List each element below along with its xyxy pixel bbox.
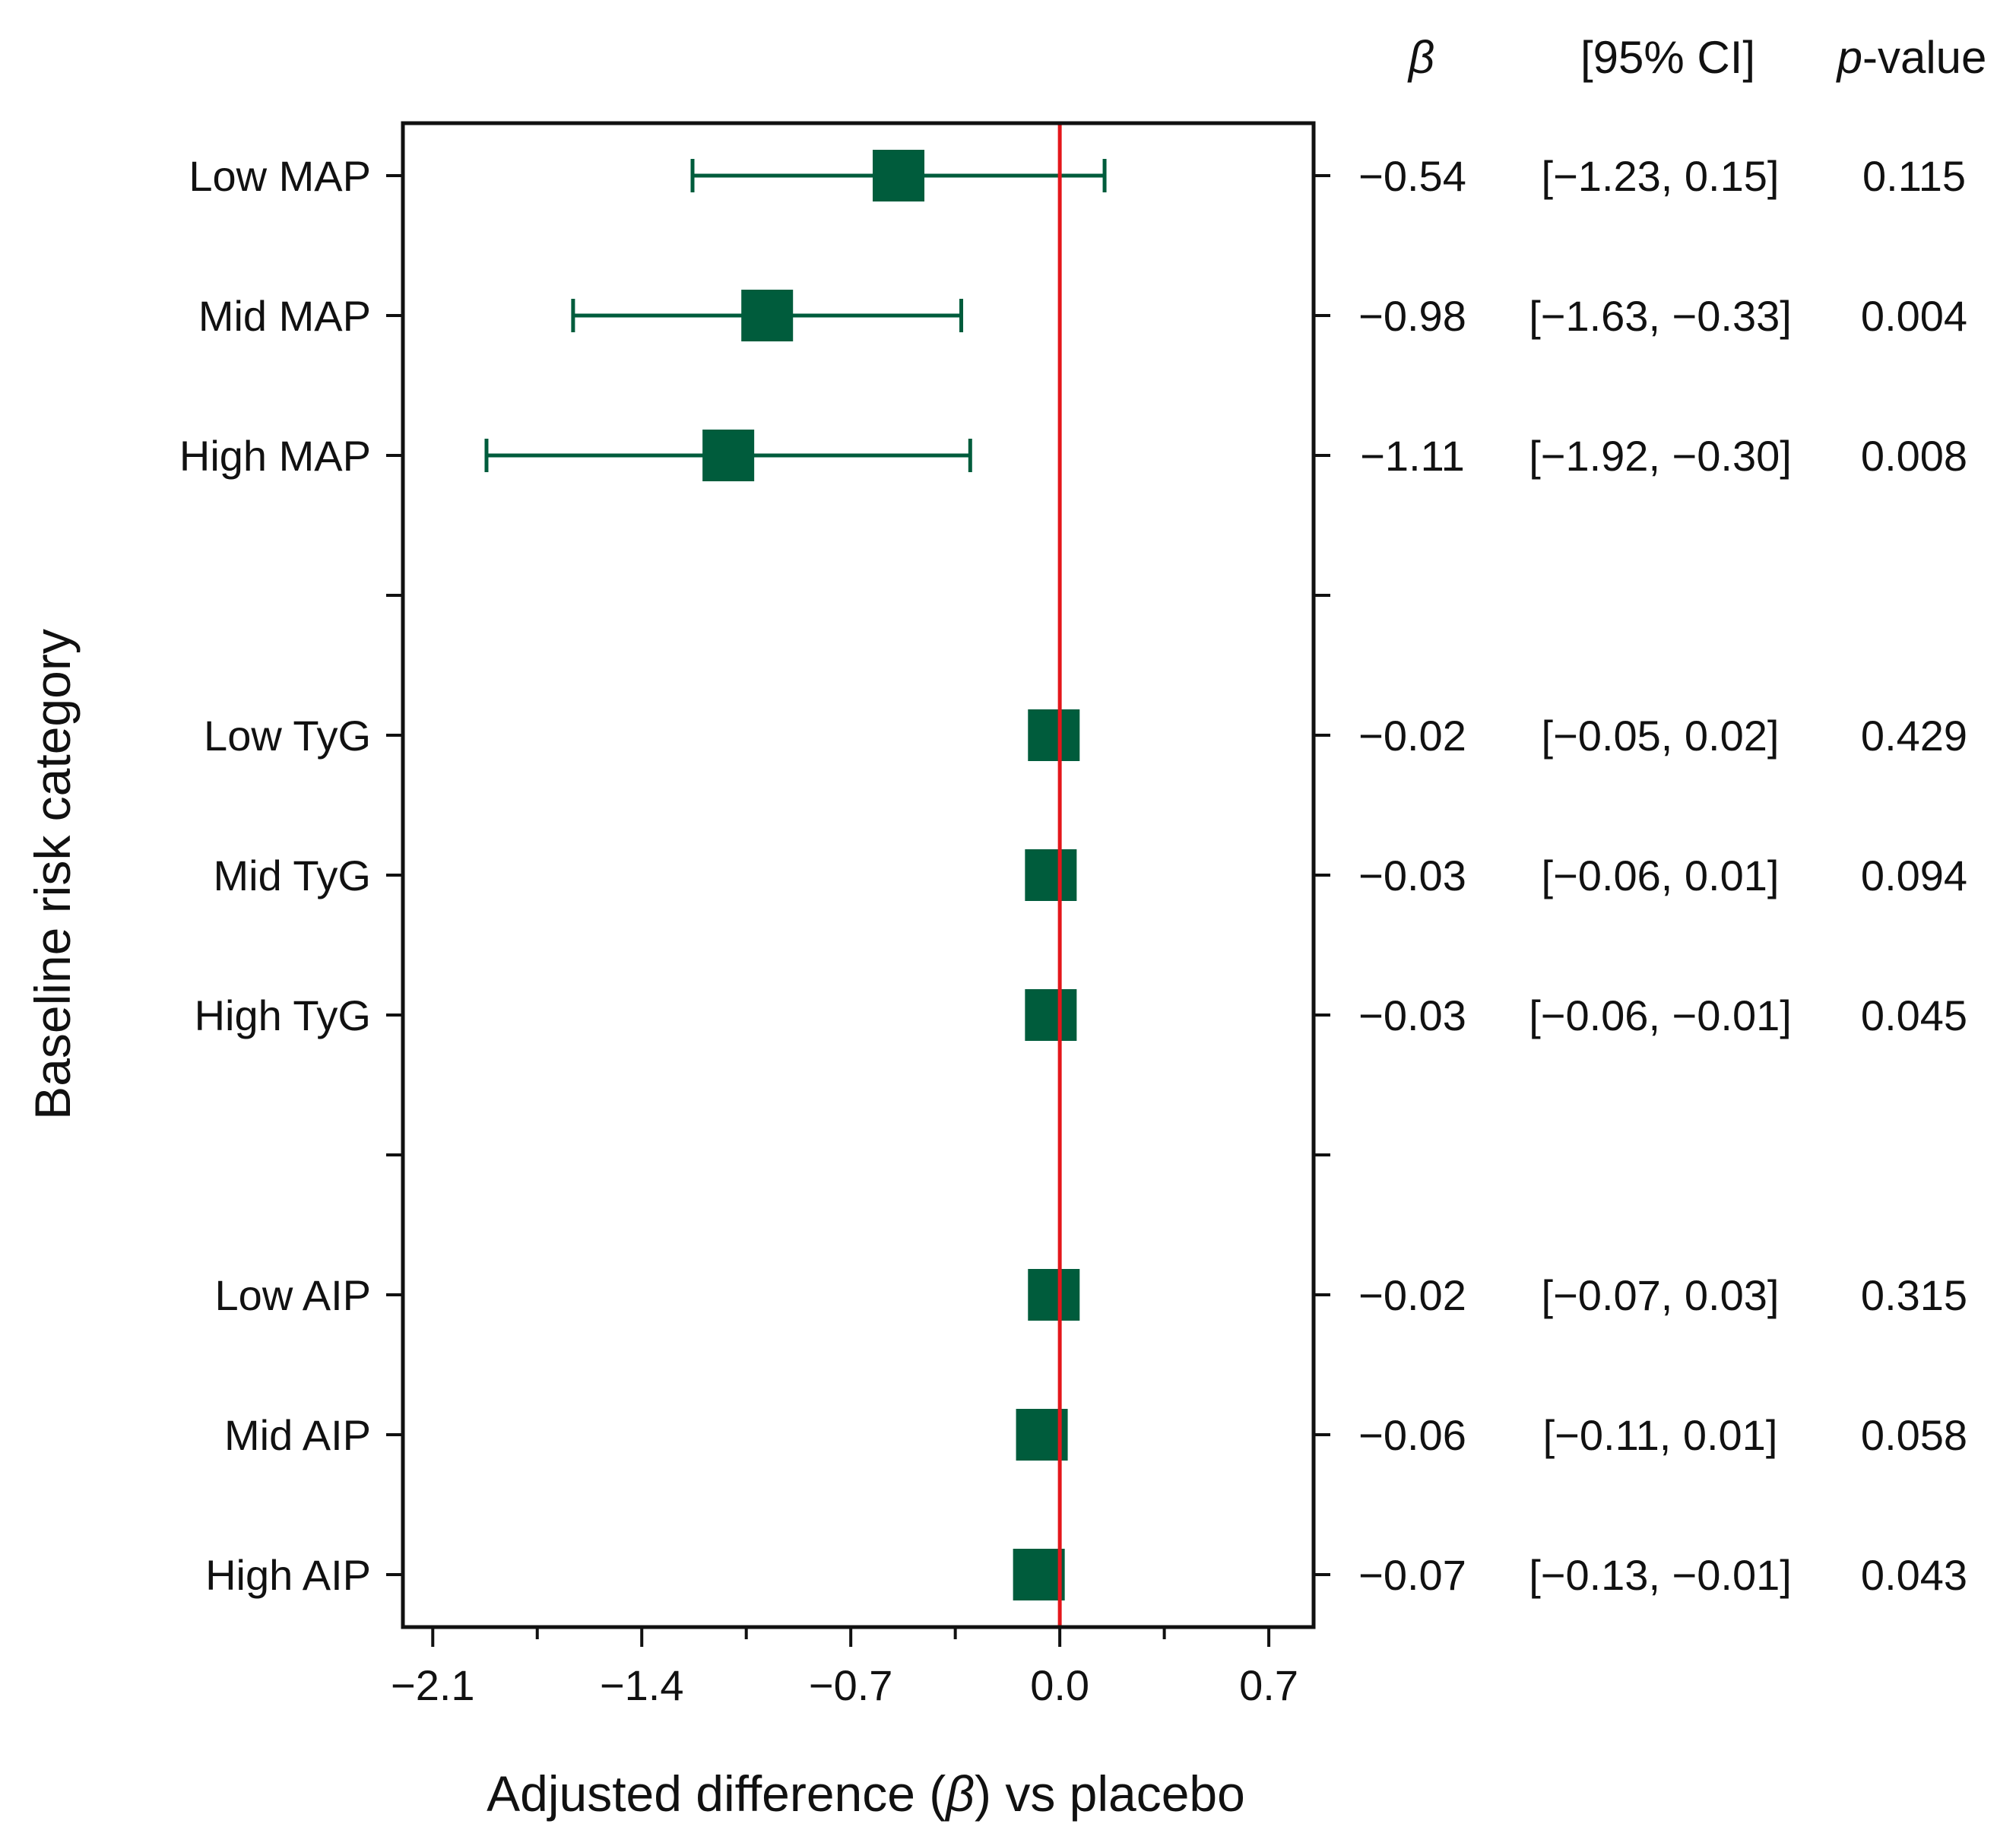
beta-value: −0.03 xyxy=(1358,852,1466,899)
ci-value: [−0.11, 0.01] xyxy=(1543,1411,1778,1459)
p-value: 0.045 xyxy=(1861,991,1967,1039)
ci-value: [−0.06, −0.01] xyxy=(1529,991,1792,1039)
point-estimate xyxy=(1028,1269,1080,1321)
row-label: High MAP xyxy=(179,432,371,480)
ci-value: [−0.05, 0.02] xyxy=(1542,712,1780,760)
ci-value: [−0.07, 0.03] xyxy=(1542,1271,1780,1319)
beta-value: −0.06 xyxy=(1358,1411,1466,1459)
x-tick-label: −2.1 xyxy=(391,1661,475,1709)
x-title-beta: β xyxy=(944,1765,975,1822)
point-estimate xyxy=(1013,1549,1065,1600)
x-tick-labels: −2.1 −1.4 −0.7 0.0 0.7 xyxy=(391,1661,1298,1709)
ci-value: [−0.13, −0.01] xyxy=(1529,1551,1792,1599)
p-value: 0.058 xyxy=(1861,1411,1967,1459)
header-ci: [95% CI] xyxy=(1580,32,1755,83)
row-label: Mid MAP xyxy=(198,292,371,340)
y-ticks xyxy=(386,174,1330,1576)
header-p-rest: -value xyxy=(1862,32,1986,83)
point-estimate xyxy=(1028,709,1080,761)
beta-value: −0.03 xyxy=(1358,991,1466,1039)
point-estimate xyxy=(1025,989,1077,1041)
point-estimate xyxy=(1025,849,1077,901)
header-p-italic: p xyxy=(1836,32,1862,83)
estimate-table: −0.54 [−1.23, 0.15] 0.115 −0.98 [−1.63, −0.3… xyxy=(1358,152,1967,1599)
p-value: 0.315 xyxy=(1861,1271,1967,1319)
ci-value: [−0.06, 0.01] xyxy=(1542,852,1780,899)
x-title-part: ) vs placebo xyxy=(975,1765,1245,1822)
row-label: High TyG xyxy=(195,991,371,1039)
header-beta: β xyxy=(1407,32,1434,83)
p-value: 0.115 xyxy=(1862,152,1966,200)
row-label: High AIP xyxy=(205,1551,371,1599)
beta-value: −0.02 xyxy=(1358,712,1466,760)
ci-value: [−1.63, −0.33] xyxy=(1529,292,1792,340)
row-label: Low MAP xyxy=(189,152,371,200)
p-value: 0.094 xyxy=(1861,852,1967,899)
row-label: Mid TyG xyxy=(214,852,371,899)
point-estimates xyxy=(702,150,1080,1600)
row-label: Low TyG xyxy=(204,712,371,760)
x-tick-label: −1.4 xyxy=(600,1661,684,1709)
x-tick-label: 0.7 xyxy=(1239,1661,1298,1709)
confidence-intervals xyxy=(484,159,1107,1591)
x-ticks xyxy=(431,1627,1271,1647)
x-title-part: Adjusted difference ( xyxy=(487,1765,946,1822)
ci-value: [−1.23, 0.15] xyxy=(1542,152,1780,200)
beta-value: −0.54 xyxy=(1358,152,1466,200)
p-value: 0.004 xyxy=(1861,292,1967,340)
point-estimate xyxy=(702,430,755,481)
row-label: Mid AIP xyxy=(224,1411,371,1459)
point-estimate xyxy=(741,290,794,341)
y-axis-title: Baseline risk category xyxy=(24,629,81,1120)
plot-frame xyxy=(401,121,1316,1629)
p-value: 0.043 xyxy=(1861,1551,1967,1599)
beta-value: −0.98 xyxy=(1358,292,1466,340)
p-value: 0.429 xyxy=(1861,712,1967,760)
point-estimate xyxy=(873,150,925,201)
x-tick-label: −0.7 xyxy=(809,1661,893,1709)
ci-value: [−1.92, −0.30] xyxy=(1529,432,1792,480)
beta-value: −1.11 xyxy=(1360,432,1465,480)
x-tick-label: 0.0 xyxy=(1030,1661,1089,1709)
beta-value: −0.02 xyxy=(1358,1271,1466,1319)
x-axis-title: Adjusted difference (β) vs placebo xyxy=(487,1765,1245,1822)
table-header: β [95% CI] p-value xyxy=(1407,32,1987,83)
row-label: Low AIP xyxy=(215,1271,371,1319)
header-p: p-value xyxy=(1836,32,1987,83)
beta-value: −0.07 xyxy=(1358,1551,1466,1599)
p-value: 0.008 xyxy=(1861,432,1967,480)
y-tick-labels: Low MAP Mid MAP High MAP Low TyG Mid TyG High… xyxy=(179,152,371,1599)
